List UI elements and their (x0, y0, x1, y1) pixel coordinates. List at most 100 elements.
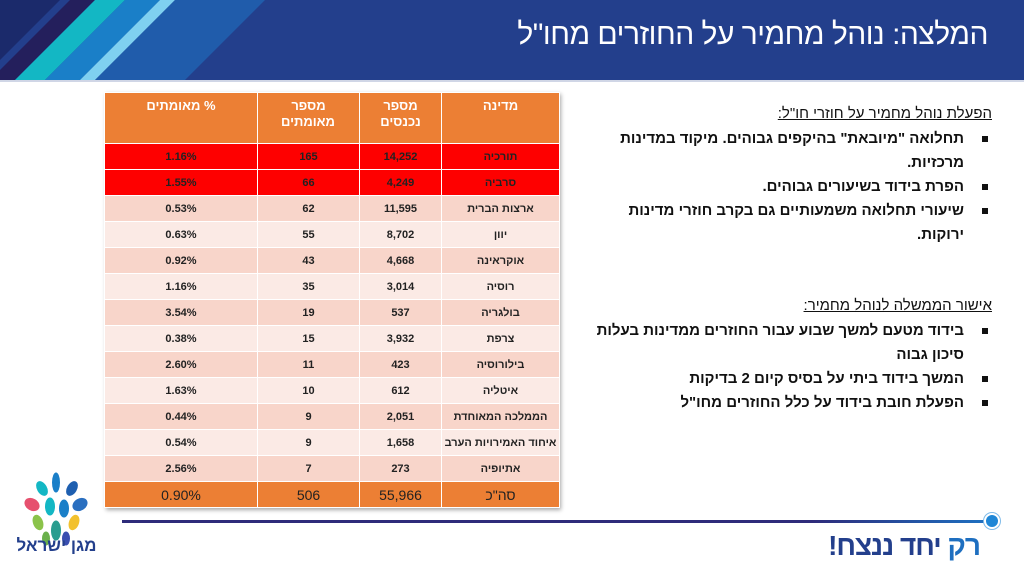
cell-country: הממלכה המאוחדת (441, 403, 560, 430)
table-row: סרביה 4,249 66 1.55% (104, 169, 560, 196)
table-row: ארצות הברית 11,595 62 0.53% (104, 195, 560, 222)
square-bullet-icon (982, 136, 988, 142)
table-row: אתיופיה 273 7 2.56% (104, 455, 560, 482)
recommendation-text: הפעלת נוהל מחמיר על חוזרי חו"ל: תחלואה "… (592, 103, 992, 415)
bullet-text: המשך בידוד ביתי על בסיס קיום 2 בדיקות (689, 370, 964, 387)
cell-pct: 2.56% (104, 455, 258, 482)
cell-pct: 0.53% (104, 195, 258, 222)
list-item: שיעורי תחלואה משמעותיים גם בקרב חוזרי מד… (592, 199, 992, 247)
page-title: המלצה: נוהל מחמיר על החוזרים מחו"ל (517, 18, 988, 51)
cell-confirmed: 165 (257, 143, 360, 170)
list-item: בידוד מטעם למשך שבוע עבור החוזרים ממדינו… (592, 319, 992, 367)
cell-confirmed: 43 (257, 247, 360, 274)
square-bullet-icon (982, 328, 988, 334)
cell-pct: 1.16% (104, 143, 258, 170)
slogan-part-1: רק (947, 530, 981, 561)
cell-entrants: 3,932 (359, 325, 442, 352)
list-item: הפרת בידוד בשיעורים גבוהים. (592, 175, 992, 199)
magen-israel-logo (24, 472, 88, 546)
list-item: תחלואה "מיובאת" בהיקפים גבוהים. מיקוד במ… (592, 127, 992, 175)
table-row: בולגריה 537 19 3.54% (104, 299, 560, 326)
section1-heading: הפעלת נוהל מחמיר על חוזרי חו"ל: (777, 105, 992, 122)
table-total-row: סה"כ 55,966 506 0.90% (104, 481, 560, 508)
cell-confirmed: 62 (257, 195, 360, 222)
table-row: רוסיה 3,014 35 1.16% (104, 273, 560, 300)
cell-pct: 0.38% (104, 325, 258, 352)
list-item: המשך בידוד ביתי על בסיס קיום 2 בדיקות (592, 367, 992, 391)
cell-confirmed: 66 (257, 169, 360, 196)
cell-confirmed: 11 (257, 351, 360, 378)
cell-country: איחוד האמירויות הערב (441, 429, 560, 456)
section2-list: בידוד מטעם למשך שבוע עבור החוזרים ממדינו… (592, 319, 992, 415)
cell-confirmed: 35 (257, 273, 360, 300)
table-row: אוקראינה 4,668 43 0.92% (104, 247, 560, 274)
total-confirmed: 506 (257, 481, 360, 508)
cell-country: ארצות הברית (441, 195, 560, 222)
cell-entrants: 4,668 (359, 247, 442, 274)
cell-country: איטליה (441, 377, 560, 404)
cell-country: צרפת (441, 325, 560, 352)
table-row: צרפת 3,932 15 0.38% (104, 325, 560, 352)
bullet-text: הפרת בידוד בשיעורים גבוהים. (762, 178, 964, 195)
column-header-pct: % מאומתים (104, 92, 258, 144)
total-pct: 0.90% (104, 481, 258, 508)
cell-country: סרביה (441, 169, 560, 196)
table-row: תורכיה 14,252 165 1.16% (104, 143, 560, 170)
cell-country: בילורוסיה (441, 351, 560, 378)
cell-country: אוקראינה (441, 247, 560, 274)
cell-confirmed: 15 (257, 325, 360, 352)
bullet-text: בידוד מטעם למשך שבוע עבור החוזרים ממדינו… (596, 322, 964, 363)
cell-pct: 0.54% (104, 429, 258, 456)
cell-confirmed: 19 (257, 299, 360, 326)
cell-pct: 0.63% (104, 221, 258, 248)
table-row: יוון 8,702 55 0.63% (104, 221, 560, 248)
cell-country: רוסיה (441, 273, 560, 300)
cell-entrants: 612 (359, 377, 442, 404)
cell-entrants: 423 (359, 351, 442, 378)
bullet-text: שיעורי תחלואה משמעותיים גם בקרב חוזרי מד… (628, 202, 965, 243)
total-entrants: 55,966 (359, 481, 442, 508)
header-divider (0, 80, 1024, 82)
cell-entrants: 4,249 (359, 169, 442, 196)
section1-list: תחלואה "מיובאת" בהיקפים גבוהים. מיקוד במ… (592, 127, 992, 247)
square-bullet-icon (982, 376, 988, 382)
logo-text: מגן ישראל (16, 536, 97, 555)
cell-entrants: 273 (359, 455, 442, 482)
total-country: סה"כ (441, 481, 560, 508)
cell-pct: 1.16% (104, 273, 258, 300)
footer-divider (122, 520, 984, 523)
cell-pct: 1.63% (104, 377, 258, 404)
column-header-country: מדינה (441, 92, 560, 144)
cell-pct: 0.44% (104, 403, 258, 430)
square-bullet-icon (982, 208, 988, 214)
list-item: הפעלת חובת בידוד על כלל החוזרים מחו"ל (592, 391, 992, 415)
cell-pct: 1.55% (104, 169, 258, 196)
cell-country: תורכיה (441, 143, 560, 170)
cell-entrants: 537 (359, 299, 442, 326)
square-bullet-icon (982, 400, 988, 406)
cell-entrants: 2,051 (359, 403, 442, 430)
countries-table: מדינה מספר נכנסים מספר מאומתים % מאומתים… (104, 92, 560, 508)
table-row: בילורוסיה 423 11 2.60% (104, 351, 560, 378)
cell-pct: 2.60% (104, 351, 258, 378)
cell-entrants: 8,702 (359, 221, 442, 248)
cell-entrants: 1,658 (359, 429, 442, 456)
cell-entrants: 14,252 (359, 143, 442, 170)
table-row: איחוד האמירויות הערב 1,658 9 0.54% (104, 429, 560, 456)
slogan: רק יחד ננצח! (828, 530, 981, 562)
cell-pct: 3.54% (104, 299, 258, 326)
blue-dot-icon (986, 515, 998, 527)
cell-country: בולגריה (441, 299, 560, 326)
cell-entrants: 3,014 (359, 273, 442, 300)
slogan-part-2: יחד ננצח! (828, 530, 942, 561)
cell-entrants: 11,595 (359, 195, 442, 222)
cell-confirmed: 9 (257, 403, 360, 430)
cell-confirmed: 7 (257, 455, 360, 482)
cell-confirmed: 55 (257, 221, 360, 248)
cell-confirmed: 9 (257, 429, 360, 456)
column-header-confirmed: מספר מאומתים (257, 92, 360, 144)
bullet-text: תחלואה "מיובאת" בהיקפים גבוהים. מיקוד במ… (620, 130, 964, 171)
bullet-text: הפעלת חובת בידוד על כלל החוזרים מחו"ל (680, 394, 964, 411)
decorative-stripes (0, 0, 265, 80)
column-header-entrants: מספר נכנסים (359, 92, 442, 144)
